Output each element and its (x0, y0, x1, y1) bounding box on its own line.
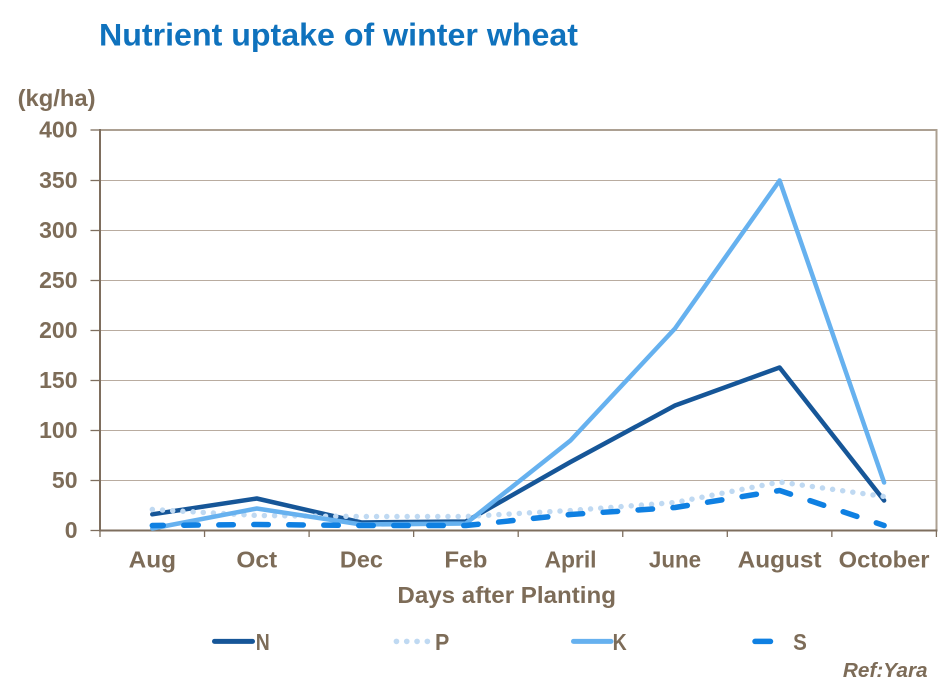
svg-text:250: 250 (39, 267, 77, 293)
svg-text:October: October (839, 547, 930, 573)
svg-text:P: P (435, 629, 449, 655)
svg-text:350: 350 (39, 167, 77, 193)
svg-text:0: 0 (65, 517, 78, 543)
svg-text:400: 400 (39, 117, 77, 143)
svg-text:Aug: Aug (129, 547, 176, 573)
svg-text:300: 300 (39, 217, 77, 243)
svg-text:N: N (256, 629, 270, 655)
svg-text:200: 200 (39, 317, 77, 343)
svg-text:Oct: Oct (236, 547, 277, 573)
svg-text:Days after Planting: Days after Planting (397, 582, 616, 608)
svg-text:June: June (649, 547, 701, 573)
svg-text:50: 50 (52, 467, 78, 493)
svg-text:(kg/ha): (kg/ha) (18, 85, 96, 111)
svg-text:August: August (738, 547, 822, 573)
svg-text:April: April (544, 547, 596, 573)
svg-text:K: K (613, 629, 627, 655)
svg-text:Dec: Dec (340, 547, 383, 573)
svg-text:150: 150 (39, 367, 77, 393)
svg-text:Ref:Yara: Ref:Yara (843, 660, 928, 680)
svg-text:Nutrient uptake of winter whea: Nutrient uptake of winter wheat (99, 16, 578, 52)
svg-text:S: S (793, 629, 807, 655)
svg-text:Feb: Feb (444, 547, 487, 573)
svg-text:100: 100 (39, 417, 77, 443)
